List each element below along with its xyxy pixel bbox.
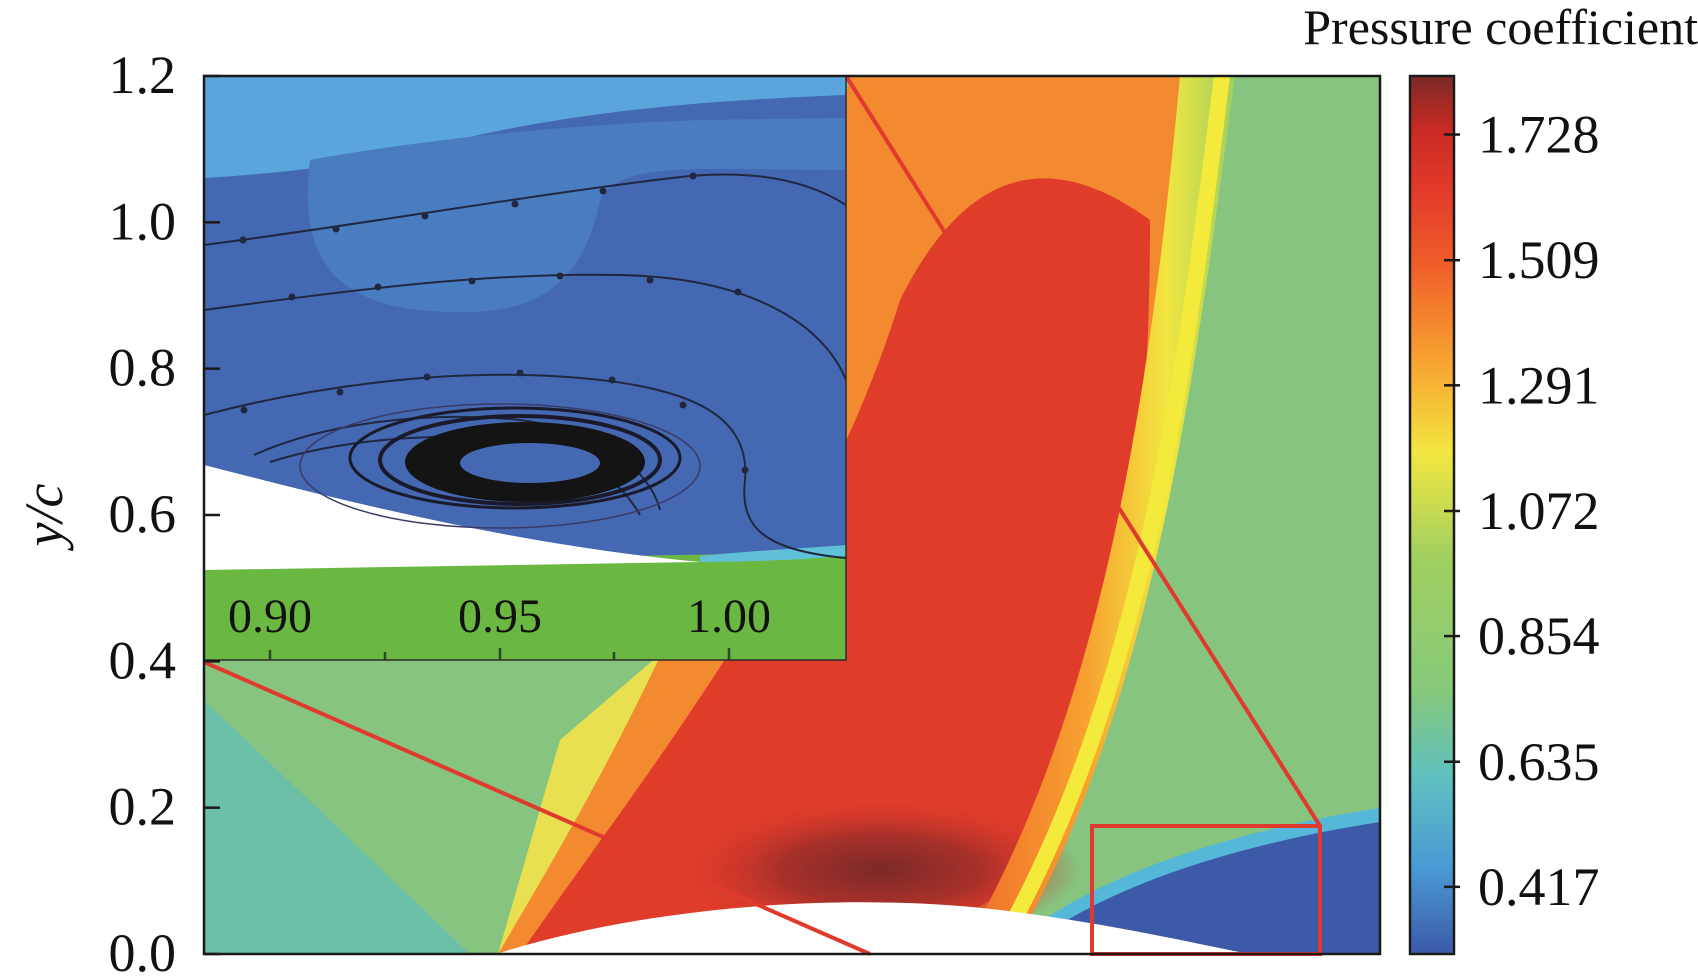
arrow-marker: [608, 376, 616, 384]
y-tick-label: 0.8: [109, 338, 177, 398]
colorbar-title: Pressure coefficient: [1303, 0, 1698, 55]
arrow-marker: [240, 406, 248, 414]
arrow-marker: [679, 401, 687, 409]
colorbar-tick-label: 1.728: [1478, 105, 1600, 165]
arrow-marker: [239, 236, 247, 244]
inset-green-floor: [204, 552, 846, 660]
inset-x-tick-label: 1.00: [687, 590, 771, 643]
streamline-1: [204, 173, 846, 246]
arrow-marker: [421, 212, 429, 220]
inset-x-tick-label: 0.95: [458, 590, 542, 643]
colorbar-tick-label: 0.635: [1478, 732, 1600, 792]
y-axis-label: y/c: [14, 484, 74, 552]
y-axis: 0.0 0.2 0.4 0.6 0.8 1.0 1.2: [109, 45, 220, 978]
inset-panel: 0.90 0.95 1.00: [204, 76, 846, 660]
y-tick-label: 1.2: [109, 45, 177, 105]
zoom-line-upper: [844, 74, 1322, 828]
upstream-cyan-region: [204, 700, 470, 954]
zoom-line-lower: [203, 660, 871, 956]
arrow-marker: [374, 283, 382, 291]
vortex-ring-mid: [378, 414, 662, 506]
colorbar-tick-label: 1.509: [1478, 230, 1600, 290]
vortex-eye: [460, 443, 600, 483]
inset-x-axis: [268, 648, 731, 660]
inset-shear-band: [700, 545, 846, 562]
vortex-ring-outer: [348, 406, 682, 510]
colorbar-tick-label: 1.072: [1478, 481, 1600, 541]
inset-midblue-region: [307, 118, 846, 313]
arrow-marker: [741, 466, 749, 474]
y-tick-label: 0.0: [109, 923, 177, 978]
arrow-marker: [516, 369, 524, 377]
arrow-marker: [288, 293, 296, 301]
colorbar-ticks: 1.728 1.509 1.291 1.072 0.854 0.635 0.417: [1444, 105, 1600, 917]
y-tick-label: 0.4: [109, 630, 177, 690]
wake-blue-region: [1020, 820, 1380, 954]
streamline-2: [204, 273, 846, 381]
streamline-3: [204, 373, 846, 559]
arrow-marker: [468, 277, 476, 285]
arrow-marker: [689, 172, 697, 180]
arrow-marker: [332, 225, 340, 233]
arrow-marker: [423, 373, 431, 381]
shock-band: [960, 76, 1235, 954]
arrow-marker: [734, 288, 742, 296]
vortex-ring-inner: [299, 403, 701, 529]
colorbar-tick-label: 0.417: [1478, 857, 1600, 917]
streamline-arrows: [239, 172, 749, 474]
colorbar-tick-label: 1.291: [1478, 355, 1600, 415]
shock-yellow-line: [988, 76, 1230, 954]
y-tick-label: 0.6: [109, 484, 177, 544]
arrow-marker: [336, 388, 344, 396]
colorbar-tick-label: 0.854: [1478, 606, 1600, 666]
inset-x-tick-label: 0.90: [228, 590, 312, 643]
y-tick-label: 1.0: [109, 191, 177, 251]
arrow-marker: [646, 276, 654, 284]
arrow-marker: [511, 200, 519, 208]
inset-white-body: [204, 465, 700, 570]
y-tick-label: 0.2: [109, 777, 177, 837]
arrow-marker: [556, 272, 564, 280]
arrow-marker: [599, 187, 607, 195]
colorbar: [1408, 74, 1456, 956]
separation-vortex: [299, 403, 701, 529]
airfoil-body: [496, 902, 1250, 954]
